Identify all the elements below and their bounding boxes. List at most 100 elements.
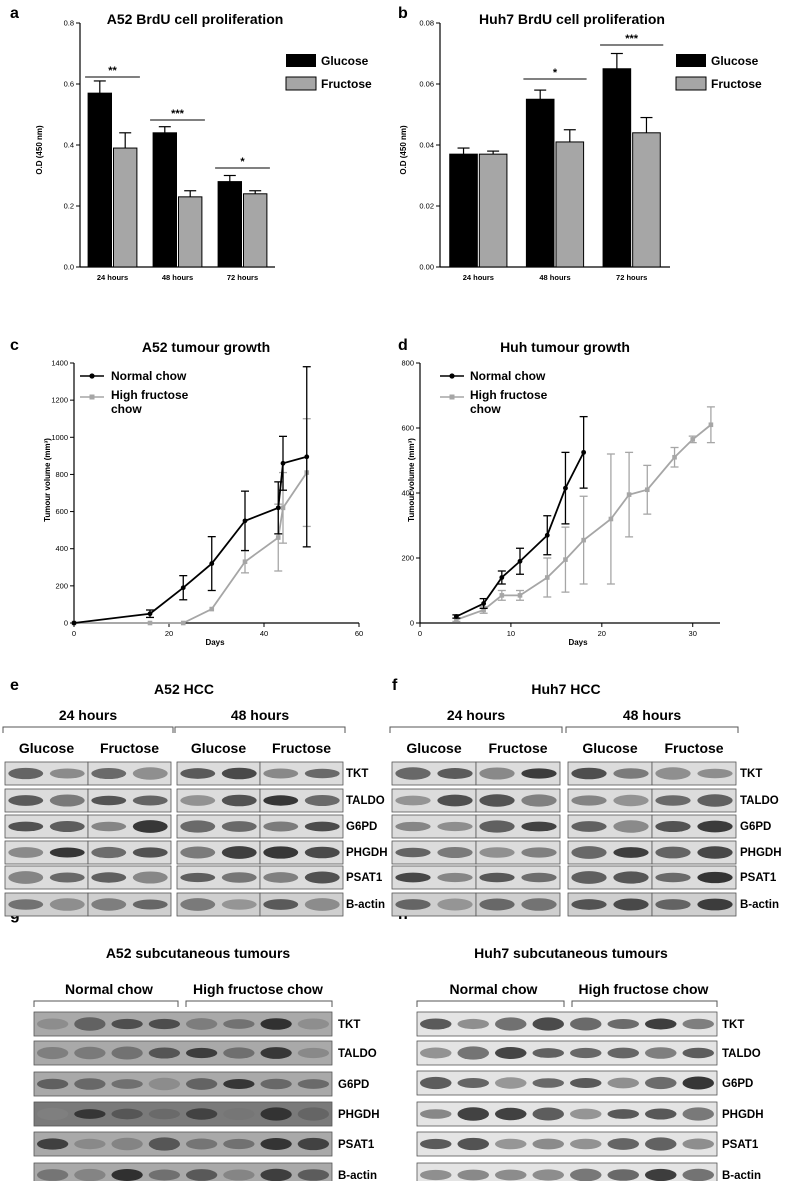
line-chart-d: 0 200 400 600 800 0 10 20 30 <box>401 359 720 638</box>
blot-band <box>570 1078 602 1088</box>
condition-label: Glucose <box>582 740 637 756</box>
y-tick-label: 200 <box>401 554 414 563</box>
y-tick-label: 400 <box>55 544 68 553</box>
blot-title: A52 HCC <box>154 681 214 697</box>
blot-band <box>570 1047 602 1059</box>
blot-band <box>221 872 257 883</box>
group-label: High fructose chow <box>579 981 709 997</box>
charts-layer: 0.00.20.40.60.824 hours**48 hours***72 h… <box>51 19 720 638</box>
blot-band <box>304 846 340 859</box>
blot-band <box>260 1047 292 1059</box>
blot-band <box>532 1107 564 1121</box>
condition-label: Fructose <box>100 740 159 756</box>
blot-band <box>49 847 85 858</box>
blot-band <box>91 846 127 859</box>
data-point <box>499 575 505 580</box>
blot-band <box>185 1078 218 1090</box>
blot-band <box>180 820 216 833</box>
blot-band <box>495 1017 527 1031</box>
data-point <box>304 454 310 460</box>
blot-strip <box>475 865 561 890</box>
blot-band <box>74 1109 106 1119</box>
blot-band <box>263 768 299 779</box>
blot-strip <box>259 814 344 839</box>
blot-band <box>36 1138 69 1150</box>
bar-fructose <box>243 193 268 268</box>
blot-band <box>613 847 649 858</box>
protein-label: PSAT1 <box>338 1139 375 1151</box>
blot-band <box>260 1078 292 1090</box>
blot-band <box>297 1018 330 1030</box>
blot-band <box>185 1018 218 1030</box>
blot-band <box>395 847 431 858</box>
blot-band <box>297 1107 330 1121</box>
data-point <box>71 620 77 626</box>
data-point <box>499 593 505 598</box>
chart-d-legend: Normal chow High fructose chow <box>440 369 548 416</box>
y-tick-label: 0.06 <box>419 80 434 89</box>
blot-band <box>532 1138 564 1150</box>
blot-band <box>682 1138 714 1150</box>
blot-band <box>457 1018 489 1030</box>
condition-label: Glucose <box>406 740 461 756</box>
condition-label: Glucose <box>19 740 74 756</box>
protein-label: TKT <box>346 768 368 780</box>
protein-label: TALDO <box>740 795 779 807</box>
blot-band <box>132 871 168 884</box>
condition-label: Glucose <box>191 740 246 756</box>
blot-band <box>645 1168 677 1182</box>
group-bracket <box>185 1000 333 1007</box>
blot-band <box>613 898 649 911</box>
data-point <box>608 516 614 522</box>
blot-band <box>420 1047 452 1059</box>
blot-band <box>180 898 216 911</box>
blot-band <box>8 821 44 832</box>
blot-band <box>223 1169 255 1181</box>
time-label: 24 hours <box>447 707 506 723</box>
x-tick-label: 40 <box>260 629 268 638</box>
protein-label: TALDO <box>722 1048 761 1060</box>
data-point <box>209 561 215 566</box>
blot-band <box>521 794 557 807</box>
blot-band <box>479 820 515 833</box>
legend-label-normal-chow: Normal chow <box>111 369 187 383</box>
blot-band <box>570 1108 602 1120</box>
chart-b-legend: Glucose Fructose <box>675 54 762 91</box>
blot-band <box>132 847 168 858</box>
protein-label: B-actin <box>338 1170 377 1181</box>
blot-band <box>132 899 168 910</box>
chart-a-legend: Glucose Fructose <box>285 54 372 91</box>
blot-band <box>49 768 85 779</box>
blot-band <box>304 898 340 911</box>
blot-band <box>91 898 127 911</box>
y-tick-label: 0.8 <box>64 19 74 28</box>
blot-band <box>420 1018 452 1030</box>
blot-band <box>495 1169 527 1181</box>
legend-label-high-fructose: High fructose <box>111 388 189 402</box>
time-bracket <box>174 726 346 733</box>
y-tick-label: 0 <box>64 619 68 628</box>
bar-fructose <box>113 147 138 268</box>
chart-c-legend: Normal chow High fructose chow <box>80 369 189 416</box>
blot-band <box>74 1168 106 1182</box>
panel-letter-b: b <box>398 5 408 22</box>
y-tick-label: 0.02 <box>419 202 434 211</box>
blot-band <box>91 821 127 832</box>
blot-strip <box>259 761 344 786</box>
x-tick-label: 24 hours <box>463 273 494 282</box>
x-tick-label: 48 hours <box>539 273 570 282</box>
blot-band <box>495 1047 527 1059</box>
blot-band <box>221 846 257 859</box>
bar-glucose <box>152 132 178 268</box>
data-point <box>581 449 587 455</box>
data-point <box>581 537 586 543</box>
bar-chart-b: 0.00 0.02 0.04 0.06 0.08 24 hours 48 hours * 72 … <box>419 19 670 282</box>
blot-band <box>49 821 85 832</box>
chart-c-xlabel: Days <box>205 638 225 647</box>
data-point <box>209 606 215 612</box>
y-tick-label: 0.0 <box>64 263 74 272</box>
blot-band <box>571 767 607 780</box>
blot-band <box>180 768 216 779</box>
blot-strip <box>475 840 561 865</box>
blot-band <box>148 1169 181 1181</box>
